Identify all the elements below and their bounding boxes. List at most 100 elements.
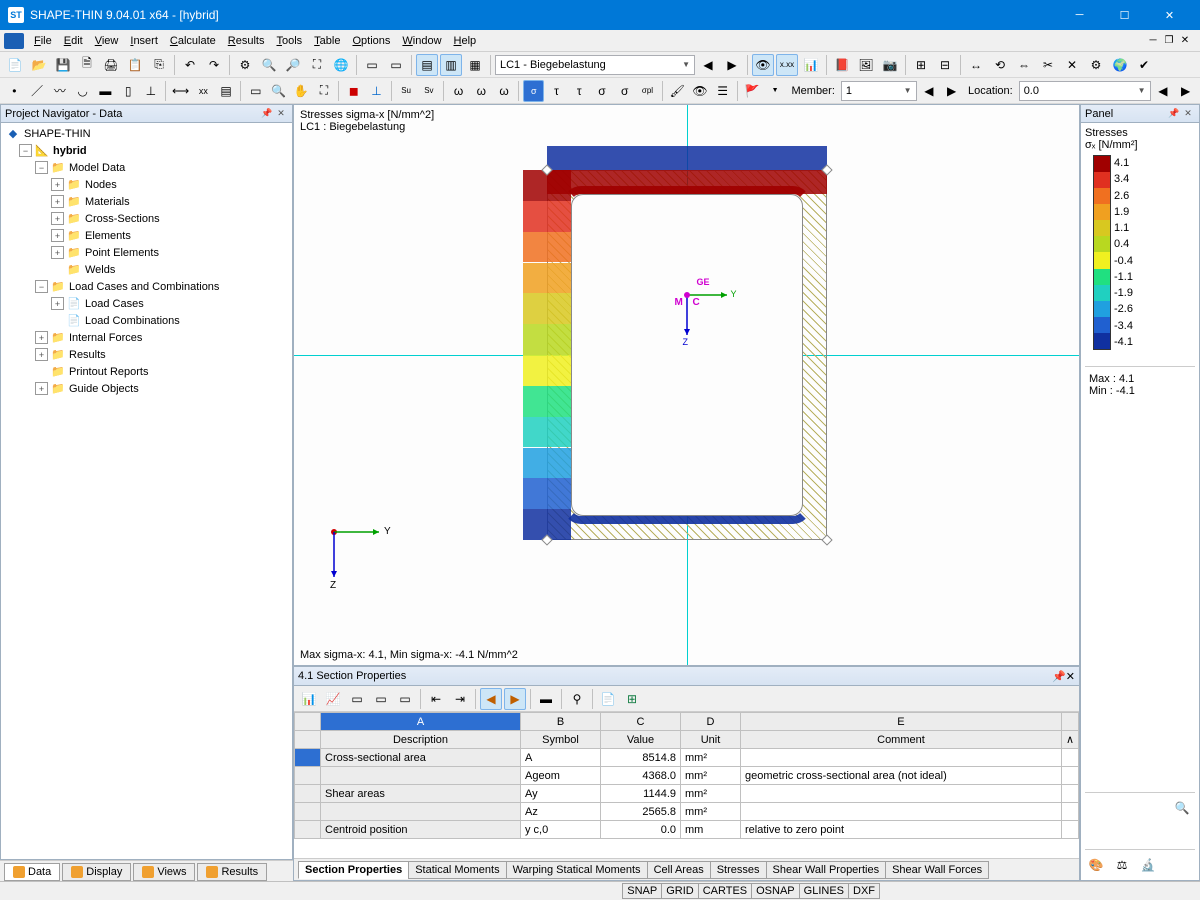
section-button[interactable]: ▯ <box>118 80 139 102</box>
close-panel-icon[interactable]: ✕ <box>1181 107 1195 121</box>
world-button[interactable]: 🌍 <box>1109 54 1131 76</box>
status-cartes[interactable]: CARTES <box>698 883 752 899</box>
sheet-filter-button[interactable]: ⚲ <box>566 688 588 710</box>
col-header[interactable]: Comment <box>741 731 1062 749</box>
sheet-tab[interactable]: Stresses <box>710 861 767 879</box>
col-letter[interactable]: E <box>741 713 1062 731</box>
close-panel-icon[interactable]: ✕ <box>274 107 288 121</box>
find-button[interactable]: 🔍 <box>258 54 280 76</box>
prev-member-button[interactable]: ◀ <box>919 80 940 102</box>
line-button[interactable]: ／ <box>27 80 48 102</box>
legend-microscope-button[interactable]: 🔬 <box>1137 854 1159 876</box>
col-header[interactable]: Symbol <box>521 731 601 749</box>
sheet-tool-5[interactable]: ▭ <box>394 688 416 710</box>
prev-lc-button[interactable]: ◀ <box>697 54 719 76</box>
menu-file[interactable]: File <box>28 33 58 49</box>
menu-table[interactable]: Table <box>308 33 346 49</box>
pan-button[interactable]: ✋ <box>291 80 312 102</box>
hatch-button[interactable]: ▤ <box>216 80 237 102</box>
show-xx-button[interactable]: x.xx <box>776 54 798 76</box>
tree-node[interactable]: +📁Guide Objects <box>3 380 290 397</box>
row-header[interactable] <box>295 803 321 821</box>
col-letter[interactable]: C <box>601 713 681 731</box>
app-menu-icon[interactable] <box>4 33 24 49</box>
location-combo[interactable]: 0.0 ▼ <box>1019 81 1151 101</box>
next-loc-button[interactable]: ▶ <box>1175 80 1196 102</box>
panel-toggle-button[interactable]: ▥ <box>440 54 462 76</box>
prev-loc-button[interactable]: ◀ <box>1153 80 1174 102</box>
table-row[interactable]: Ageom4368.0mm²geometric cross-sectional … <box>295 767 1079 785</box>
tree-node[interactable]: +📁Internal Forces <box>3 329 290 346</box>
show-values-button[interactable]: 👁 <box>752 54 774 76</box>
col-header[interactable]: Value <box>601 731 681 749</box>
red-icon-button[interactable]: ◼ <box>343 80 364 102</box>
polyline-button[interactable]: 〰 <box>50 80 71 102</box>
expand-icon[interactable]: + <box>35 348 48 361</box>
sheet-tab[interactable]: Section Properties <box>298 861 409 879</box>
expand-icon[interactable]: + <box>51 297 64 310</box>
rotate-button[interactable]: ⟲ <box>989 54 1011 76</box>
expand-icon[interactable]: + <box>51 212 64 225</box>
scissors-button[interactable]: ✂ <box>1037 54 1059 76</box>
tau1-button[interactable]: τ <box>546 80 567 102</box>
spreadsheet-grid[interactable]: ABCDEDescriptionSymbolValueUnitComment∧C… <box>294 712 1079 858</box>
menu-results[interactable]: Results <box>222 33 271 49</box>
open-button[interactable]: 📂 <box>28 54 50 76</box>
saveas-button[interactable]: 🗎 <box>76 54 98 76</box>
select-button[interactable]: ▭ <box>245 80 266 102</box>
status-grid[interactable]: GRID <box>661 883 699 899</box>
status-snap[interactable]: SNAP <box>622 883 662 899</box>
legend-palette-button[interactable]: 🎨 <box>1085 854 1107 876</box>
zoom-fit-button[interactable]: ⛶ <box>306 54 328 76</box>
tree-node[interactable]: 📁Printout Reports <box>3 363 290 380</box>
flag-button[interactable]: 🚩 <box>742 80 763 102</box>
flag-down-icon[interactable]: ▼ <box>765 80 786 102</box>
list-button[interactable]: ☰ <box>712 80 733 102</box>
node-button[interactable]: • <box>4 80 25 102</box>
sheet-tab[interactable]: Shear Wall Properties <box>766 861 887 879</box>
mirror-button[interactable]: ⇔ <box>1013 54 1035 76</box>
legend-zoom-button[interactable]: 🔍 <box>1171 797 1193 819</box>
expand-icon[interactable]: + <box>51 246 64 259</box>
globe-button[interactable]: 🌐 <box>330 54 352 76</box>
pin-icon[interactable]: 📌 <box>1052 670 1066 683</box>
sheet-tab[interactable]: Statical Moments <box>408 861 506 879</box>
new-button[interactable]: 📄 <box>4 54 26 76</box>
menu-tools[interactable]: Tools <box>270 33 308 49</box>
blue-icon-button[interactable]: ⊥ <box>366 80 387 102</box>
omega1-button[interactable]: ω <box>448 80 469 102</box>
mdi-close-icon[interactable]: ✕ <box>1178 34 1192 48</box>
menu-help[interactable]: Help <box>448 33 483 49</box>
tree-node[interactable]: 📁Welds <box>3 261 290 278</box>
tau2-button[interactable]: τ <box>569 80 590 102</box>
col-letter[interactable]: D <box>681 713 741 731</box>
report-button[interactable]: 📕 <box>831 54 853 76</box>
tree-node[interactable]: +📁Results <box>3 346 290 363</box>
col-header[interactable]: Unit <box>681 731 741 749</box>
menu-view[interactable]: View <box>89 33 125 49</box>
pin-icon[interactable]: 📌 <box>1167 107 1181 121</box>
sheet-next-button[interactable]: ⇥ <box>449 688 471 710</box>
maximize-button[interactable]: ☐ <box>1102 0 1147 30</box>
grid2-button[interactable]: ⊟ <box>934 54 956 76</box>
status-dxf[interactable]: DXF <box>848 883 880 899</box>
save-button[interactable]: 💾 <box>52 54 74 76</box>
sheet-tab[interactable]: Cell Areas <box>647 861 711 879</box>
text-button[interactable]: xx <box>193 80 214 102</box>
move-button[interactable]: ↔ <box>965 54 987 76</box>
menu-calculate[interactable]: Calculate <box>164 33 222 49</box>
sigma2-button[interactable]: σ <box>592 80 613 102</box>
omega2-button[interactable]: ω <box>471 80 492 102</box>
expand-icon[interactable]: + <box>51 229 64 242</box>
menu-options[interactable]: Options <box>346 33 396 49</box>
sheet-fold-left-button[interactable]: ◀ <box>480 688 502 710</box>
table-row[interactable]: Cross-sectional areaA8514.8mm² <box>295 749 1079 767</box>
navtab-results[interactable]: Results <box>197 863 267 881</box>
expand-icon[interactable]: − <box>35 161 48 174</box>
member-combo[interactable]: 1 ▼ <box>841 81 917 101</box>
arc-button[interactable]: ◡ <box>72 80 93 102</box>
tree-node[interactable]: −📁Load Cases and Combinations <box>3 278 290 295</box>
check-button[interactable]: ✔ <box>1133 54 1155 76</box>
sheet-tab[interactable]: Shear Wall Forces <box>885 861 989 879</box>
navtab-views[interactable]: Views <box>133 863 195 881</box>
